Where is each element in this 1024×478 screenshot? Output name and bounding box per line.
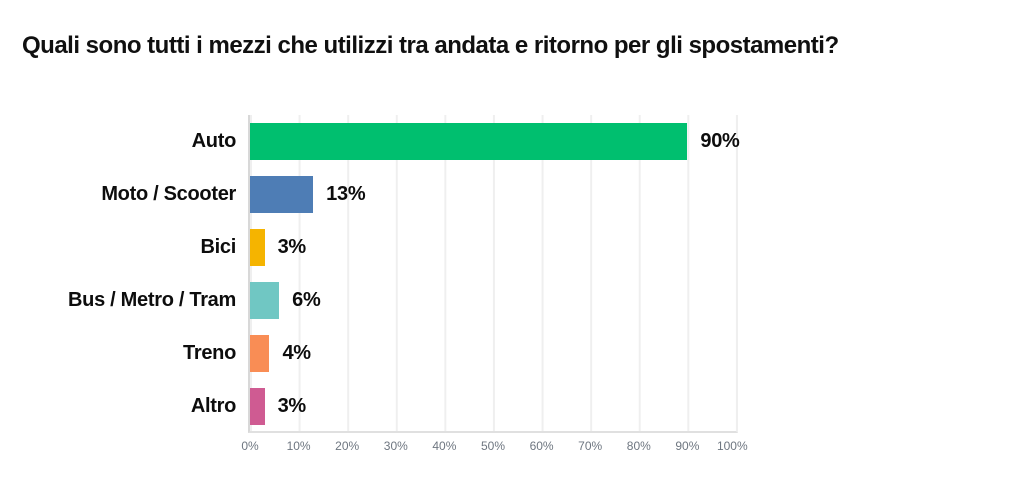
tick-label-0: 0% [241,439,259,453]
value-label-altro: 3% [277,395,307,417]
tick-label-40: 40% [432,439,457,453]
plot-area: 90% 13% 3% 6% 4% 3% 0% 10% 20% 30% 40% [241,115,748,453]
tick-label-30: 30% [383,439,408,453]
category-label-treno: Treno [183,342,236,364]
category-label-auto: Auto [191,130,237,152]
bar-bus-metro-tram [250,282,280,319]
bar-row-auto: 90% [250,115,740,168]
bar-treno [250,335,270,372]
tick-label-70: 70% [578,439,603,453]
value-label-auto: 90% [700,130,740,152]
tick-label-100: 100% [716,439,748,453]
x-axis-ticks: 0% 10% 20% 30% 40% 50% 60% 70% 80% 90% 1… [241,439,747,455]
tick-label-10: 10% [286,439,311,453]
tick-label-60: 60% [529,439,554,453]
tick-label-80: 80% [626,439,651,453]
category-label-bici: Bici [200,236,237,258]
value-label-treno: 4% [282,342,311,364]
bar-auto [250,123,688,160]
bar-row-treno: 4% [250,327,736,380]
tick-label-90: 90% [675,439,700,453]
bar-row-bus-metro-tram: 6% [250,274,736,327]
bar-row-moto-scooter: 13% [250,168,736,221]
bar-chart: Auto Moto / Scooter Bici Bus / Metro / T… [0,115,748,453]
bar-altro [250,388,265,425]
page-title: Quali sono tutti i mezzi che utilizzi tr… [22,32,839,59]
tick-label-20: 20% [335,439,360,453]
category-label-moto-scooter: Moto / Scooter [101,183,236,205]
bar-row-altro: 3% [250,380,736,433]
category-label-bus-metro-tram: Bus / Metro / Tram [68,289,236,311]
category-labels-column: Auto Moto / Scooter Bici Bus / Metro / T… [0,115,248,433]
bar-row-bici: 3% [250,221,736,274]
bar-bici [250,229,265,266]
value-label-bici: 3% [277,236,307,258]
bar-moto-scooter [250,176,314,213]
category-label-altro: Altro [190,395,236,417]
value-label-moto-scooter: 13% [326,183,366,205]
tick-label-50: 50% [480,439,506,453]
value-label-bus-metro-tram: 6% [292,289,321,311]
